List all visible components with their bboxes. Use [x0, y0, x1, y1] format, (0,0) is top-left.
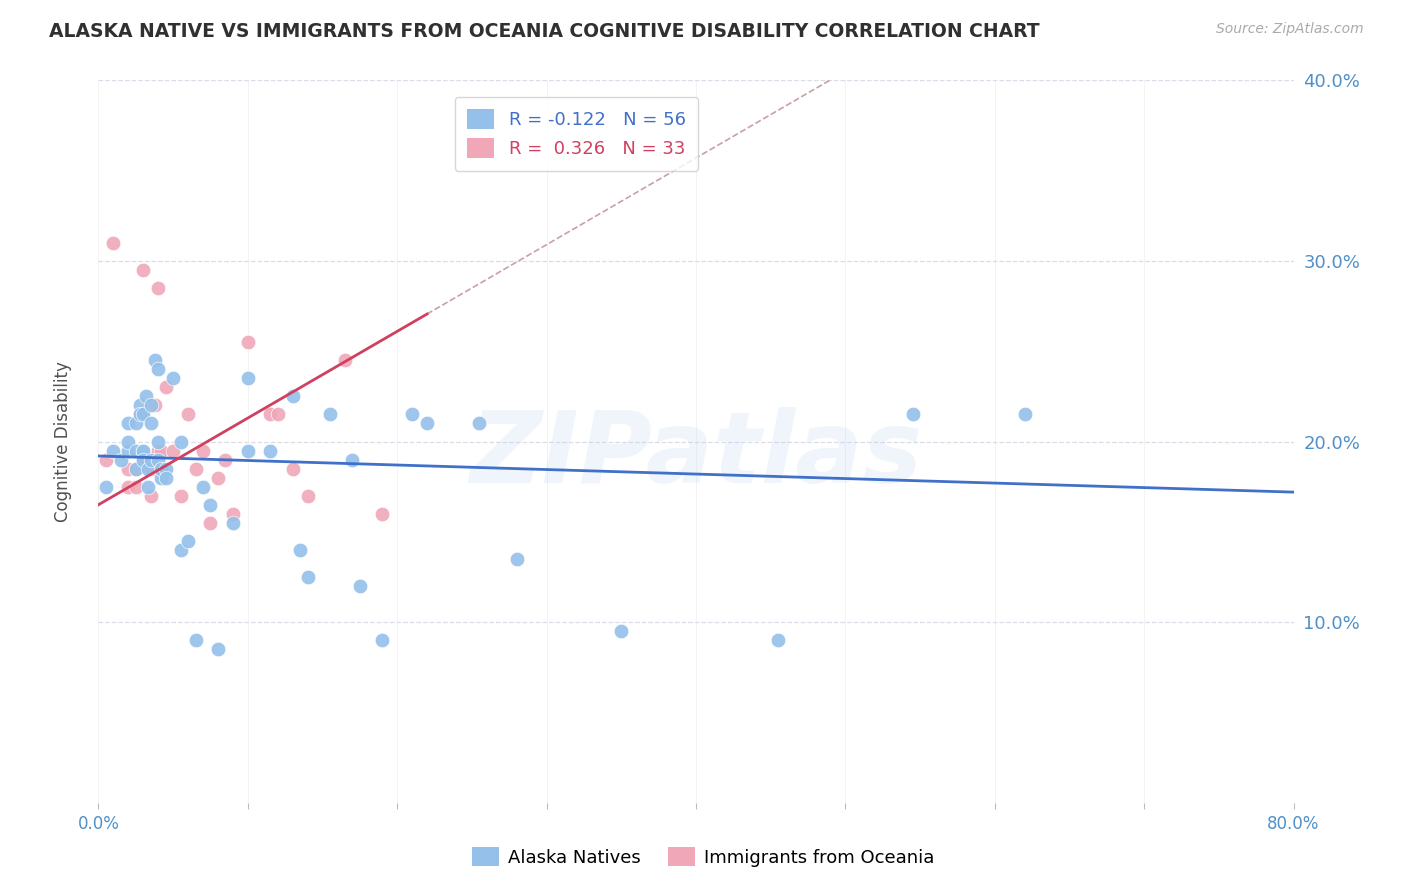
Point [132, 263, 155, 277]
Point [139, 489, 162, 503]
Point [207, 642, 229, 657]
Point [207, 471, 229, 485]
Point [132, 443, 155, 458]
Point [125, 461, 148, 475]
Point [129, 408, 152, 422]
Point [117, 443, 139, 458]
Point [143, 353, 166, 368]
Point [401, 408, 423, 422]
Point [191, 480, 214, 494]
Point [259, 443, 281, 458]
Point [132, 443, 155, 458]
Point [125, 417, 148, 431]
Point [132, 452, 155, 467]
Point [148, 362, 170, 376]
Point [184, 633, 207, 648]
Point [136, 461, 159, 475]
Point [125, 461, 148, 475]
Point [94, 452, 117, 467]
Point [150, 461, 173, 475]
Point [150, 471, 173, 485]
Point [162, 371, 184, 385]
Text: Source: ZipAtlas.com: Source: ZipAtlas.com [1216, 22, 1364, 37]
Point [150, 443, 173, 458]
Point [288, 542, 311, 557]
Point [117, 480, 139, 494]
Point [169, 542, 191, 557]
Point [319, 408, 342, 422]
Point [236, 335, 259, 350]
Point [349, 579, 371, 593]
Point [103, 443, 125, 458]
Point [129, 398, 152, 412]
Point [117, 417, 139, 431]
Point [342, 452, 364, 467]
Point [416, 417, 439, 431]
Point [214, 452, 236, 467]
Point [259, 408, 281, 422]
Point [136, 461, 159, 475]
Point [371, 507, 394, 521]
Point [117, 461, 139, 475]
Point [162, 443, 184, 458]
Point [132, 408, 155, 422]
Point [148, 443, 170, 458]
Legend: Alaska Natives, Immigrants from Oceania: Alaska Natives, Immigrants from Oceania [464, 840, 942, 874]
Point [267, 408, 290, 422]
Point [139, 398, 162, 412]
Point [155, 461, 177, 475]
Point [184, 461, 207, 475]
Point [139, 461, 162, 475]
Text: ZIPatlas: ZIPatlas [470, 408, 922, 505]
Point [110, 452, 132, 467]
Legend: R = -0.122   N = 56, R =  0.326   N = 33: R = -0.122 N = 56, R = 0.326 N = 33 [454, 96, 699, 170]
Point [169, 489, 191, 503]
Point [191, 443, 214, 458]
Point [281, 389, 304, 403]
Point [468, 417, 491, 431]
Point [94, 480, 117, 494]
Point [610, 624, 633, 639]
Point [103, 235, 125, 250]
Point [200, 516, 222, 530]
Text: ALASKA NATIVE VS IMMIGRANTS FROM OCEANIA COGNITIVE DISABILITY CORRELATION CHART: ALASKA NATIVE VS IMMIGRANTS FROM OCEANIA… [49, 22, 1040, 41]
Point [148, 452, 170, 467]
Point [135, 389, 157, 403]
Point [139, 417, 162, 431]
Point [139, 452, 162, 467]
Point [125, 443, 148, 458]
Point [177, 408, 200, 422]
Point [371, 633, 394, 648]
Point [177, 533, 200, 548]
Point [766, 633, 789, 648]
Point [236, 443, 259, 458]
Point [200, 498, 222, 512]
Point [117, 434, 139, 449]
Point [136, 480, 159, 494]
Point [129, 408, 152, 422]
Point [148, 281, 170, 295]
Point [125, 480, 148, 494]
Point [297, 570, 319, 584]
Point [333, 353, 356, 368]
Point [901, 408, 924, 422]
Point [236, 371, 259, 385]
Point [169, 434, 191, 449]
Point [143, 398, 166, 412]
Point [281, 461, 304, 475]
Y-axis label: Cognitive Disability: Cognitive Disability [53, 361, 72, 522]
Point [506, 552, 529, 566]
Point [148, 434, 170, 449]
Point [297, 489, 319, 503]
Point [155, 380, 177, 394]
Point [222, 507, 245, 521]
Point [155, 471, 177, 485]
Point [1014, 408, 1036, 422]
Point [132, 452, 155, 467]
Point [222, 516, 245, 530]
